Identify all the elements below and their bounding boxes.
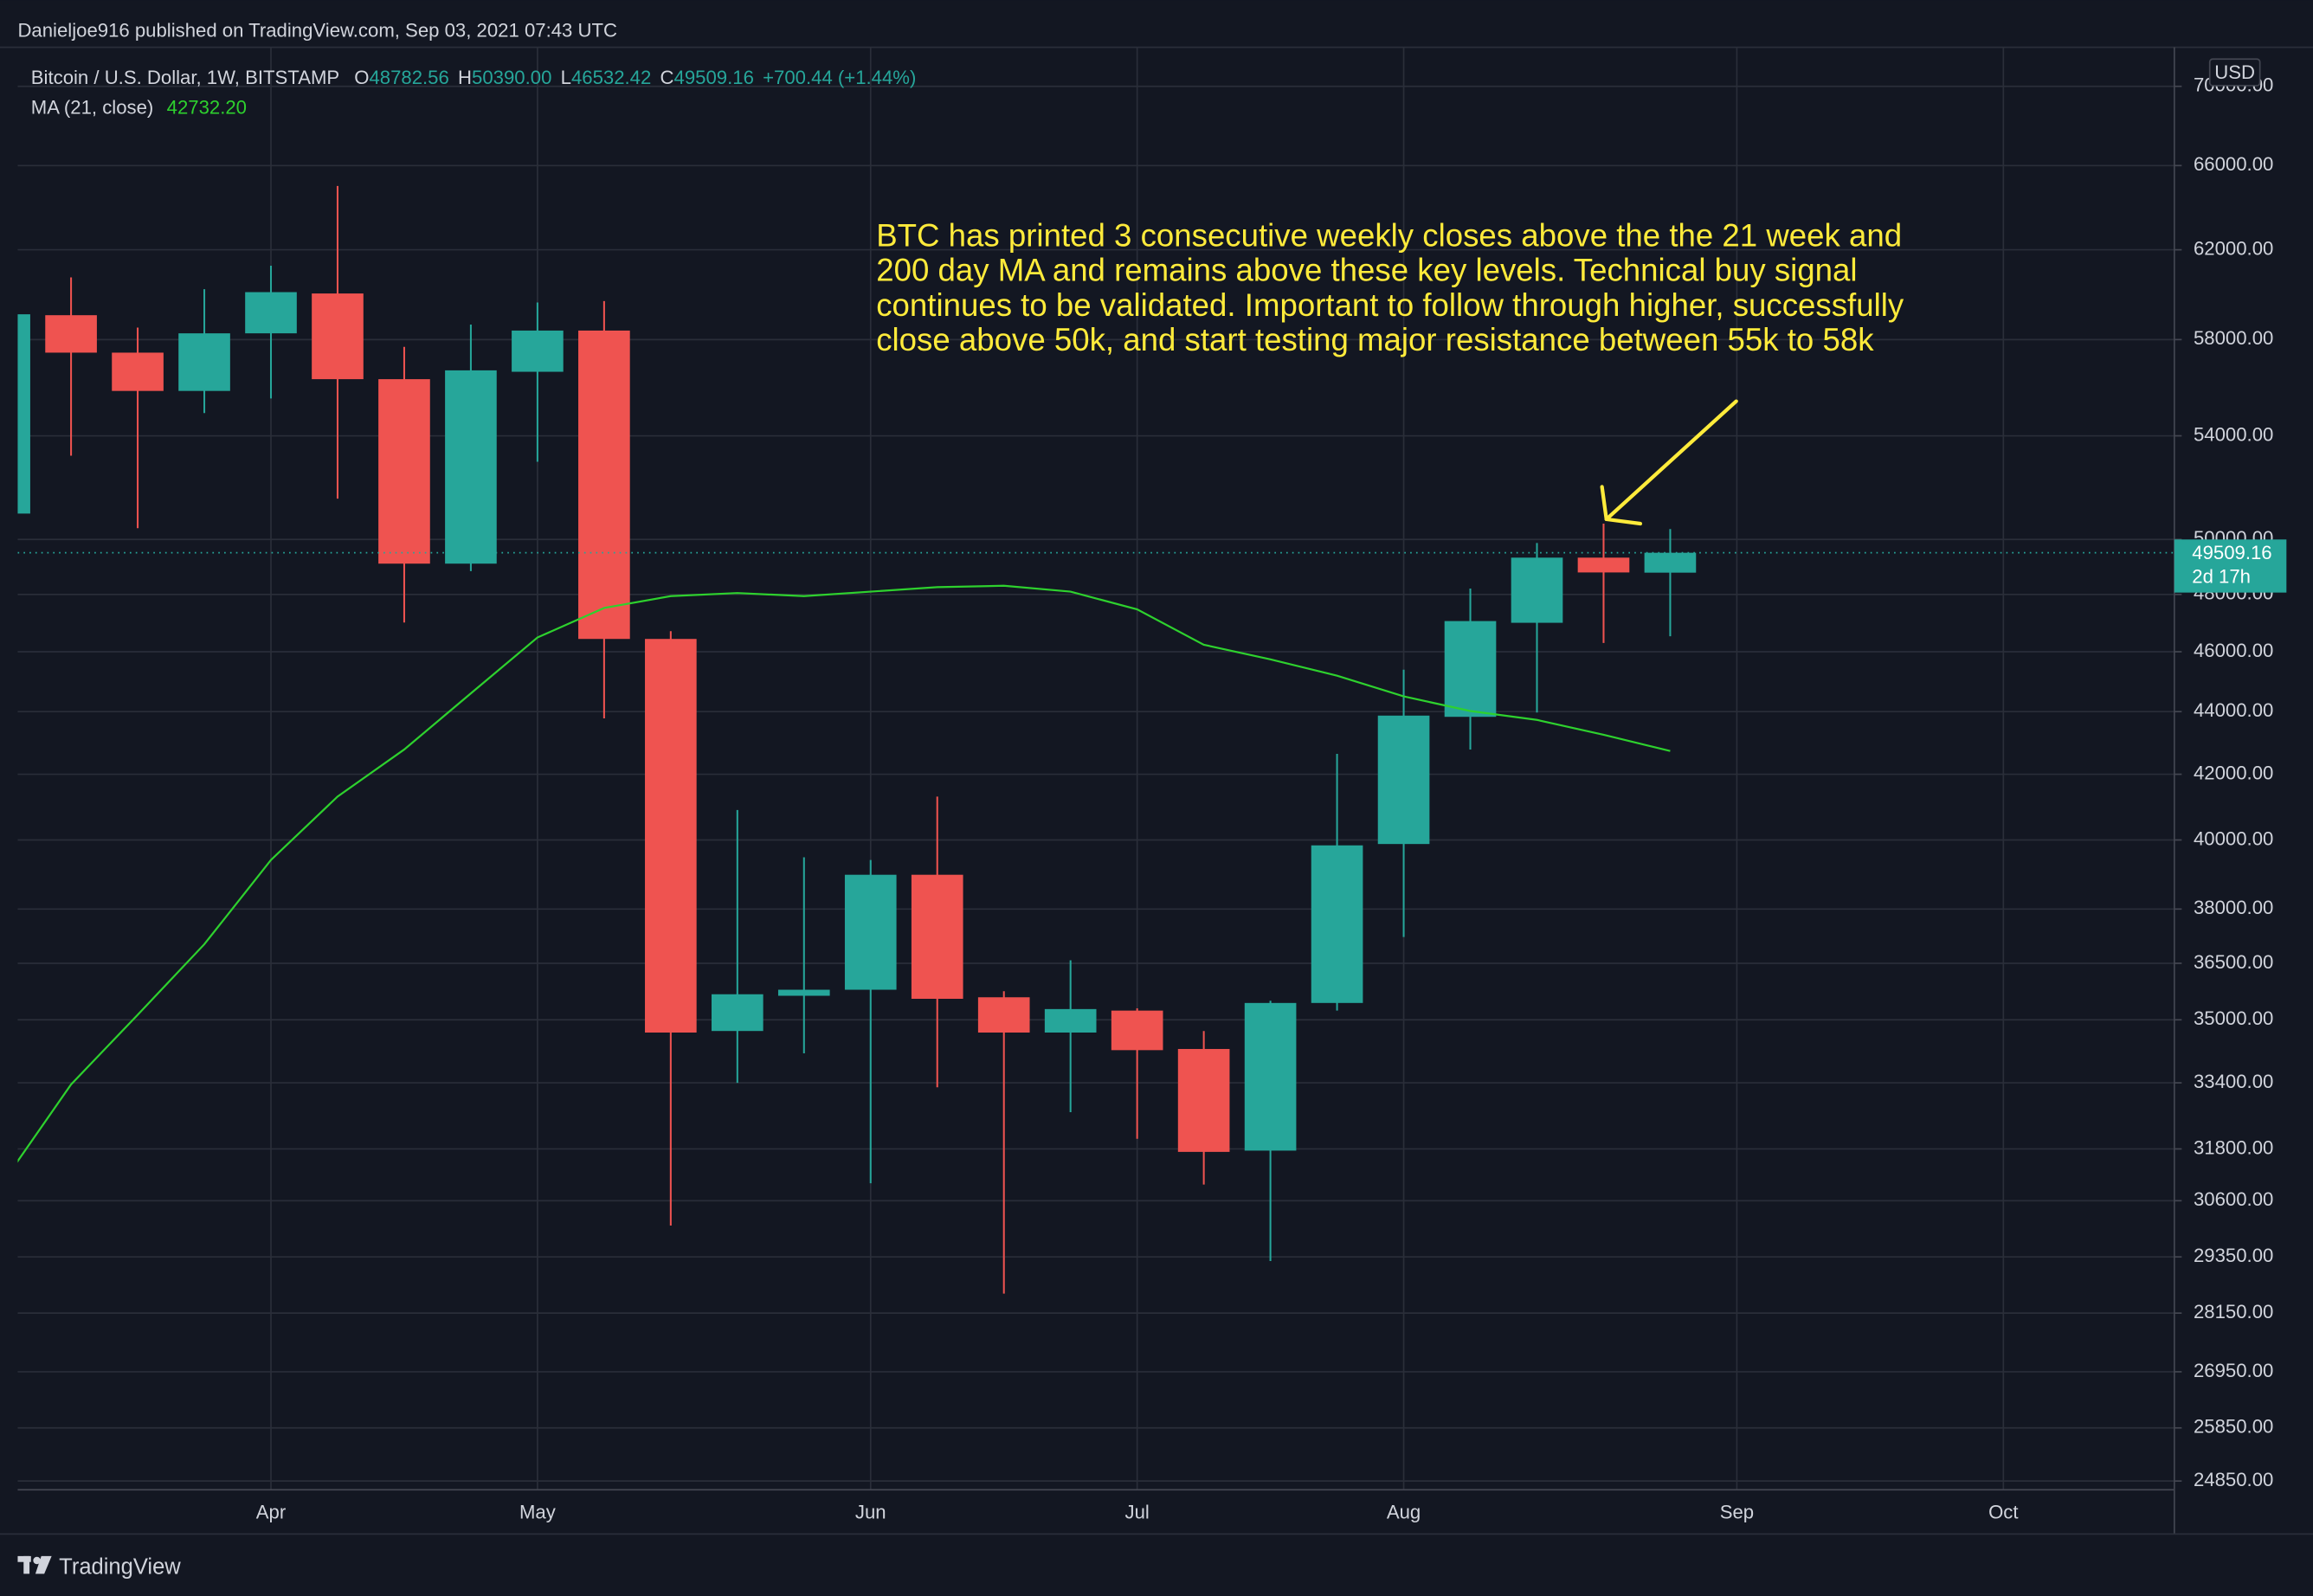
- x-tick-label: May: [519, 1501, 557, 1522]
- candle-body: [1311, 845, 1363, 1003]
- last-price-label: 49509.16: [2192, 542, 2271, 563]
- x-tick-label: Jul: [1125, 1501, 1150, 1522]
- ohlc-value: 48782.56: [369, 67, 448, 88]
- y-tick-label: 66000.00: [2194, 153, 2273, 175]
- y-tick-label: 62000.00: [2194, 237, 2273, 259]
- arrow-head: [1600, 485, 1608, 522]
- candle-body: [578, 330, 630, 640]
- ohlc-key: H: [458, 67, 472, 88]
- candle-body: [112, 352, 164, 391]
- brand-logo: [17, 1555, 52, 1574]
- currency-badge: [2208, 58, 2261, 87]
- candle-body: [711, 994, 763, 1032]
- candle-body: [1444, 621, 1497, 718]
- x-tick-label: Aug: [1387, 1501, 1421, 1522]
- candle-body: [1511, 557, 1563, 623]
- candle-body: [1377, 715, 1430, 845]
- ohlc-key: L: [561, 67, 571, 88]
- y-tick-label: 46000.00: [2194, 640, 2273, 661]
- symbol-name: Bitcoin / U.S. Dollar, 1W, BITSTAMP: [31, 67, 339, 88]
- annotation: BTC has printed 3 consecutive weekly clo…: [876, 218, 1904, 357]
- y-tick-label: 38000.00: [2194, 897, 2273, 918]
- y-tick-label: 30600.00: [2194, 1188, 2273, 1210]
- ma-value: 42732.20: [167, 96, 247, 118]
- candle-body: [45, 315, 97, 353]
- symbol-legend: Bitcoin / U.S. Dollar, 1W, BITSTAMP O4878…: [31, 67, 917, 88]
- candle-body: [245, 292, 297, 334]
- y-tick-label: 24850.00: [2194, 1469, 2273, 1490]
- annotation-line: continues to be validated. Important to …: [876, 287, 1904, 323]
- x-tick-label: Oct: [1988, 1501, 2018, 1522]
- candle-body: [645, 639, 697, 1033]
- logo-part: [23, 1555, 30, 1574]
- y-tick-label: 40000.00: [2194, 827, 2273, 849]
- candle-body: [777, 989, 830, 996]
- y-tick-label: 42000.00: [2194, 762, 2273, 783]
- logo-part: [33, 1556, 41, 1565]
- ohlc-value: 50390.00: [472, 67, 551, 88]
- y-tick-label: 26950.00: [2194, 1360, 2273, 1381]
- y-tick-label: 28150.00: [2194, 1301, 2273, 1322]
- ohlc-key: C: [660, 67, 674, 88]
- ohlc-value: 49509.16: [674, 67, 754, 88]
- annotation-line: 200 day MA and remains above these key l…: [876, 253, 1857, 288]
- last-price-badge: [2174, 539, 2287, 593]
- candle-body: [1644, 552, 1697, 573]
- y-tick-label: 54000.00: [2194, 423, 2273, 445]
- y-tick-label: 29350.00: [2194, 1245, 2273, 1266]
- x-tick-label: Jun: [855, 1501, 886, 1522]
- candle-body: [1177, 1048, 1230, 1152]
- arrow-shaft: [1604, 399, 1738, 522]
- ma-line: [17, 584, 1671, 1163]
- annotation-arrow: [1600, 399, 1738, 526]
- candle-body: [445, 370, 497, 564]
- brand: TradingView: [59, 1554, 181, 1579]
- y-tick-label: 36500.00: [2194, 951, 2273, 973]
- candle-body: [1577, 557, 1630, 573]
- candle-body: [1244, 1002, 1297, 1151]
- plot-area: [17, 185, 2174, 1294]
- candle-body: [17, 314, 30, 514]
- x-tick-label: Apr: [256, 1501, 286, 1522]
- candle-body: [977, 997, 1030, 1033]
- logo-part: [35, 1555, 52, 1574]
- y-tick-label: 44000.00: [2194, 699, 2273, 721]
- candle-body: [512, 330, 564, 372]
- arrow-head: [1604, 517, 1643, 526]
- countdown: 2d 17h: [2192, 565, 2251, 587]
- y-tick-label: 25850.00: [2194, 1416, 2273, 1438]
- ma-legend: MA (21, close) 42732.20: [31, 96, 247, 118]
- candle-body: [1111, 1010, 1163, 1051]
- annotation-line: close above 50k, and start testing major…: [876, 322, 1874, 357]
- candle-body: [178, 333, 230, 391]
- ohlc-value: 46532.42: [571, 67, 651, 88]
- candle-body: [844, 874, 897, 990]
- attribution: Danieljoe916 published on TradingView.co…: [17, 20, 617, 42]
- candle-body: [911, 874, 963, 1000]
- candle-body: [312, 293, 364, 380]
- y-tick-label: 35000.00: [2194, 1007, 2273, 1029]
- candle-body: [1044, 1008, 1097, 1033]
- change: +700.44 (+1.44%): [763, 67, 916, 88]
- currency: USD: [2214, 61, 2255, 83]
- y-tick-label: 33400.00: [2194, 1071, 2273, 1092]
- x-tick-label: Sep: [1720, 1501, 1754, 1522]
- candle-body: [378, 379, 430, 564]
- ohlc-key: O: [354, 67, 369, 88]
- ma-name: MA (21, close): [31, 96, 154, 118]
- annotation-line: BTC has printed 3 consecutive weekly clo…: [876, 218, 1902, 254]
- y-tick-label: 58000.00: [2194, 327, 2273, 349]
- axes: 70000.0066000.0062000.0058000.0054000.00…: [256, 58, 2287, 1522]
- y-tick-label: 31800.00: [2194, 1136, 2273, 1158]
